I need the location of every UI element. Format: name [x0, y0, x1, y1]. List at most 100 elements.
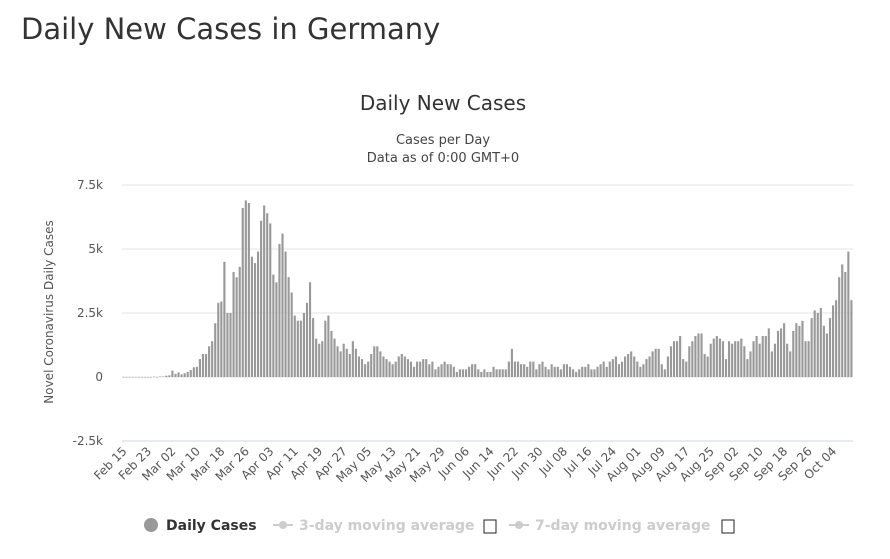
bar[interactable] [382, 356, 385, 378]
bar[interactable] [143, 377, 146, 378]
bar[interactable] [639, 366, 642, 377]
bar[interactable] [492, 366, 495, 377]
bar[interactable] [272, 274, 275, 377]
bar[interactable] [284, 251, 287, 377]
bar[interactable] [394, 361, 397, 377]
bar[interactable] [770, 351, 773, 377]
bar[interactable] [483, 369, 486, 377]
bar[interactable] [281, 233, 284, 377]
bar[interactable] [348, 354, 351, 377]
bar[interactable] [302, 313, 305, 377]
bar[interactable] [575, 371, 578, 377]
bar[interactable] [816, 313, 819, 377]
bar[interactable] [192, 367, 195, 377]
bar[interactable] [801, 320, 804, 377]
bar[interactable] [587, 364, 590, 377]
bar[interactable] [495, 369, 498, 377]
bar[interactable] [847, 251, 850, 377]
bar[interactable] [360, 359, 364, 377]
bar[interactable] [471, 364, 474, 377]
bar[interactable] [535, 369, 538, 377]
bar[interactable] [253, 263, 257, 377]
bar[interactable] [278, 243, 281, 377]
bar[interactable] [749, 351, 752, 377]
bar[interactable] [663, 369, 666, 377]
bar[interactable] [590, 369, 593, 377]
bar[interactable] [498, 369, 501, 377]
bar[interactable] [645, 359, 648, 377]
bar[interactable] [480, 371, 483, 377]
bar[interactable] [773, 343, 777, 377]
bar[interactable] [825, 333, 829, 378]
bar[interactable] [165, 375, 168, 377]
bar[interactable] [810, 318, 813, 377]
bar[interactable] [177, 372, 180, 377]
bar[interactable] [477, 369, 480, 377]
bar[interactable] [422, 359, 425, 377]
bar[interactable] [706, 356, 709, 378]
bar[interactable] [691, 341, 694, 377]
legend-item-daily-cases[interactable]: Daily Cases [144, 518, 257, 534]
bar[interactable] [443, 361, 446, 377]
bar[interactable] [636, 361, 639, 377]
bar[interactable] [724, 359, 728, 377]
bar[interactable] [275, 282, 278, 377]
bar[interactable] [241, 208, 244, 377]
bar[interactable] [406, 359, 409, 377]
bar[interactable] [168, 375, 171, 377]
bar[interactable] [409, 361, 413, 377]
bar[interactable] [354, 348, 357, 377]
bar[interactable] [174, 373, 177, 377]
bar[interactable] [553, 366, 556, 377]
bar[interactable] [676, 341, 679, 377]
checkbox-7-day-average[interactable] [721, 519, 735, 534]
bar[interactable] [486, 371, 489, 377]
bar[interactable] [440, 364, 443, 377]
bar[interactable] [737, 341, 740, 377]
bar[interactable] [419, 361, 422, 377]
bar[interactable] [293, 315, 296, 377]
bar[interactable] [538, 364, 541, 377]
bar[interactable] [630, 351, 633, 377]
bar[interactable] [740, 338, 743, 377]
bar[interactable] [263, 205, 266, 378]
bar[interactable] [388, 361, 391, 377]
bar[interactable] [721, 341, 725, 377]
bar[interactable] [728, 341, 731, 377]
bar[interactable] [779, 328, 783, 377]
bar[interactable] [596, 366, 599, 377]
bar[interactable] [795, 323, 798, 377]
bar[interactable] [140, 377, 143, 378]
bar[interactable] [208, 346, 211, 377]
bar[interactable] [446, 364, 449, 377]
bar[interactable] [186, 371, 189, 377]
bar[interactable] [532, 361, 535, 377]
bar[interactable] [562, 364, 565, 377]
bar[interactable] [357, 356, 361, 378]
bar[interactable] [327, 315, 330, 377]
bar[interactable] [694, 336, 697, 377]
bar[interactable] [599, 364, 602, 377]
bar[interactable] [838, 277, 841, 377]
bar[interactable] [654, 348, 657, 377]
bar[interactable] [474, 364, 477, 377]
bar[interactable] [489, 371, 492, 377]
bar[interactable] [734, 341, 737, 377]
bar[interactable] [657, 348, 660, 377]
bar[interactable] [602, 361, 605, 377]
bar[interactable] [428, 364, 431, 377]
bar[interactable] [449, 364, 452, 377]
bar[interactable] [743, 346, 746, 377]
bar[interactable] [379, 351, 382, 377]
bar[interactable] [152, 376, 156, 378]
bar[interactable] [455, 371, 458, 377]
bar[interactable] [520, 364, 523, 377]
bar[interactable] [339, 351, 342, 377]
bar[interactable] [584, 366, 587, 377]
bar[interactable] [578, 369, 581, 377]
bar[interactable] [146, 377, 150, 378]
bar[interactable] [572, 369, 575, 377]
bar[interactable] [541, 361, 544, 377]
bar[interactable] [201, 354, 205, 377]
bar[interactable] [624, 356, 627, 378]
